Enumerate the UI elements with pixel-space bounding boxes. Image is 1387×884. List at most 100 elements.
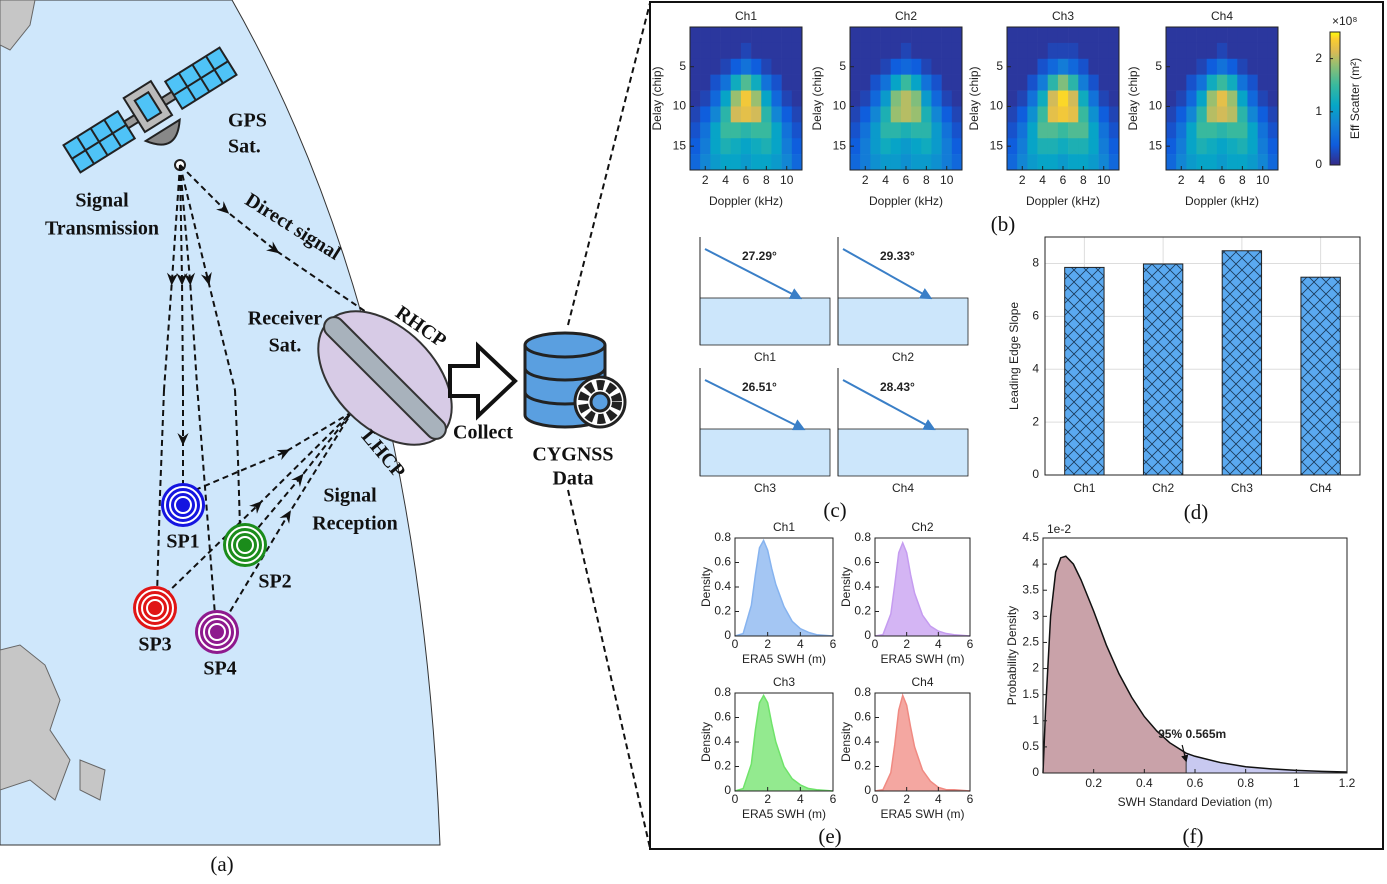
heat-cell — [1047, 27, 1059, 44]
heat-cell — [1078, 90, 1089, 107]
heat-cell — [690, 106, 701, 123]
heat-cell — [1216, 122, 1228, 139]
heat-cell — [911, 58, 922, 75]
reflect-line — [251, 411, 353, 536]
angle-label: 28.43° — [880, 380, 915, 394]
heat-cell — [1057, 42, 1069, 60]
gps-label: GPS — [228, 110, 267, 132]
heat-cell — [1068, 42, 1079, 60]
panel-frame — [649, 1, 1384, 850]
heat-cell — [931, 106, 942, 123]
heat-cell — [941, 90, 953, 107]
heat-cell — [951, 42, 963, 60]
y-tick-label: 0.4 — [714, 734, 731, 748]
cell-label: Ch3 — [754, 481, 776, 495]
heat-cell — [1267, 154, 1279, 171]
heat-cell — [1068, 58, 1079, 75]
x-tick-label: 0.6 — [1187, 776, 1204, 790]
heat-cell — [1088, 106, 1099, 123]
heat-cell — [1108, 74, 1120, 91]
heat-cell — [911, 106, 922, 123]
x-tick-label: 8 — [1080, 173, 1087, 187]
heat-cell — [911, 42, 922, 60]
y-tick-label: 4.5 — [1022, 530, 1039, 544]
heat-cell — [730, 74, 742, 91]
heat-cell — [850, 58, 861, 75]
heat-cell — [1166, 138, 1177, 155]
heat-cell — [1037, 122, 1049, 139]
heat-cell — [781, 90, 793, 107]
heat-cell — [900, 122, 912, 139]
heat-cell — [751, 42, 762, 60]
heat-cell — [941, 106, 953, 123]
plot-frame — [1042, 537, 1348, 774]
heat-cell — [900, 106, 912, 123]
heat-cell — [1196, 106, 1208, 123]
y-tick-label: 0 — [864, 783, 871, 797]
heat-cell — [1257, 42, 1269, 60]
y-tick-label: 5 — [1155, 59, 1162, 73]
heat-cell — [1017, 42, 1028, 60]
density-line — [874, 693, 971, 792]
x-tick-label: 10 — [940, 173, 954, 187]
heat-cell — [1007, 58, 1018, 75]
heat-cell — [1186, 74, 1197, 91]
heat-cell — [690, 138, 701, 155]
heat-cell — [951, 154, 963, 171]
heat-cell — [1206, 42, 1218, 60]
area-fill — [735, 695, 833, 791]
y-tick-label: 15 — [990, 138, 1004, 152]
heat-cell — [791, 138, 803, 155]
heat-cell — [890, 106, 902, 123]
heat-cell — [941, 74, 953, 91]
heat-cell — [1098, 90, 1110, 107]
y-tick-label: 5 — [996, 59, 1003, 73]
heat-cell — [1196, 42, 1208, 60]
panel-label: (c) — [823, 498, 846, 522]
heat-cell — [1078, 122, 1089, 139]
heat-cell — [740, 42, 752, 60]
heat-cell — [710, 90, 721, 107]
heat-cell — [880, 122, 892, 139]
density-line — [874, 540, 971, 637]
heat-cell — [1017, 90, 1028, 107]
heat-cell — [860, 154, 871, 171]
signal-line — [163, 164, 181, 391]
panel-a: GPS Sat. Signal Transmission Direct sign… — [0, 0, 453, 876]
density-line — [734, 693, 834, 792]
heat-cell — [1227, 106, 1238, 123]
heat-cell — [1237, 138, 1248, 155]
heat-cell — [690, 122, 701, 139]
heat-cell — [700, 154, 711, 171]
heat-cell — [781, 138, 793, 155]
x-tick-label: 4 — [1198, 173, 1205, 187]
heat-cell — [791, 122, 803, 139]
heat-cell — [1206, 122, 1218, 139]
heat-cell — [781, 74, 793, 91]
sp-label: SP2 — [258, 571, 291, 593]
y-tick-label: 1 — [1032, 713, 1039, 727]
heat-cell — [751, 58, 762, 75]
heat-cell — [1078, 154, 1089, 171]
heat-cell — [1267, 42, 1279, 60]
colorbar-tick-label: 2 — [1315, 51, 1322, 65]
heat-cell — [941, 122, 953, 139]
heat-cell — [1206, 58, 1218, 75]
angle-label: 29.33° — [880, 249, 915, 263]
heat-cell — [951, 106, 963, 123]
receiver-satellite — [317, 310, 453, 446]
heat-cell — [1057, 154, 1069, 171]
heat-cell — [880, 154, 892, 171]
y-tick-label: 0.8 — [714, 530, 731, 544]
sp-label: SP4 — [203, 658, 236, 680]
heat-cell — [1027, 154, 1038, 171]
heat-cell — [751, 90, 762, 107]
heat-cell — [1068, 154, 1079, 171]
heat-cell — [740, 122, 752, 139]
land — [79, 759, 106, 801]
heat-cell — [1078, 138, 1089, 155]
heat-cell — [951, 74, 963, 91]
heat-cell — [860, 42, 871, 60]
y-tick-label: 10 — [990, 99, 1004, 113]
heat-cell — [1216, 58, 1228, 75]
